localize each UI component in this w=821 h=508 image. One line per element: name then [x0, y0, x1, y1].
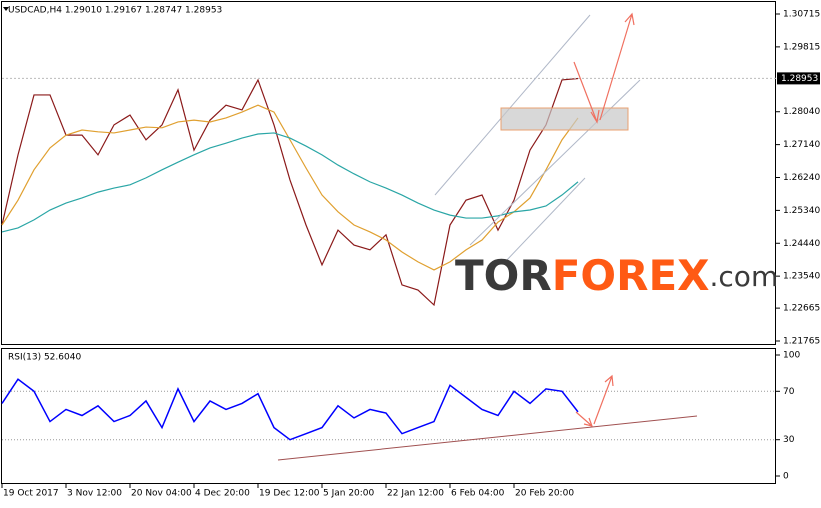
- y-tick-label: 0: [783, 472, 789, 482]
- y-tick-label: 1.24440: [783, 239, 820, 249]
- arrow: [599, 12, 635, 121]
- x-tick-label: 22 Jan 12:00: [387, 489, 444, 499]
- arrow: [575, 411, 593, 427]
- y-tick-label: 1.29815: [783, 42, 820, 52]
- watermark-part: FOREX: [552, 251, 710, 300]
- arrow: [573, 61, 600, 124]
- series-line: [1, 132, 579, 233]
- zone-box: [500, 107, 629, 131]
- y-tick-label: 1.27140: [783, 140, 820, 150]
- watermark-part: .com: [710, 260, 779, 293]
- price-label: 1.28953: [781, 74, 818, 84]
- rsi-pane: [1, 348, 776, 484]
- series-line: [1, 104, 579, 271]
- y-tick-label: 1.22665: [783, 304, 820, 314]
- y-tick-label: 30: [783, 435, 795, 445]
- y-tick-label: 1.30715: [783, 10, 820, 20]
- watermark: TORFOREX.com: [455, 251, 778, 300]
- x-tick-label: 6 Feb 04:00: [451, 489, 505, 499]
- x-tick-label: 20 Feb 20:00: [515, 489, 574, 499]
- y-tick-label: 100: [783, 351, 800, 361]
- x-tick-label: 4 Dec 20:00: [195, 489, 250, 499]
- y-tick-label: 1.23540: [783, 272, 820, 282]
- y-tick-label: 1.26240: [783, 173, 820, 183]
- x-tick-label: 3 Nov 12:00: [67, 489, 122, 499]
- main-pane: [1, 1, 776, 345]
- y-tick-label: 1.28040: [783, 107, 820, 117]
- plot-layer: 1.30715 1.29815 1.28040 1.27140 1.26240 1.253…: [1, 10, 820, 499]
- arrow: [593, 374, 614, 425]
- chart-title: USDCAD,H4 1.29010 1.29167 1.28747 1.2895…: [8, 6, 222, 16]
- title-icon: [3, 7, 9, 11]
- x-tick-label: 5 Jan 20:00: [323, 489, 375, 499]
- y-tick-label: 1.25340: [783, 206, 820, 216]
- series-line: [1, 77, 579, 307]
- rsi-title: RSI(13) 52.6040: [8, 353, 81, 363]
- y-tick-label: 1.21765: [783, 337, 820, 347]
- annotations: [277, 12, 698, 461]
- series-line: [1, 378, 579, 441]
- y-tick-label: 70: [783, 387, 795, 397]
- watermark-part: TOR: [455, 251, 552, 300]
- channel-line: [434, 14, 591, 196]
- x-tick-label: 20 Nov 04:00: [131, 489, 192, 499]
- channel-line: [504, 177, 586, 263]
- price-box: [777, 72, 820, 85]
- x-tick-label: 19 Oct 2017: [3, 489, 59, 499]
- rsi-trendline: [277, 415, 698, 461]
- x-tick-label: 19 Dec 12:00: [259, 489, 320, 499]
